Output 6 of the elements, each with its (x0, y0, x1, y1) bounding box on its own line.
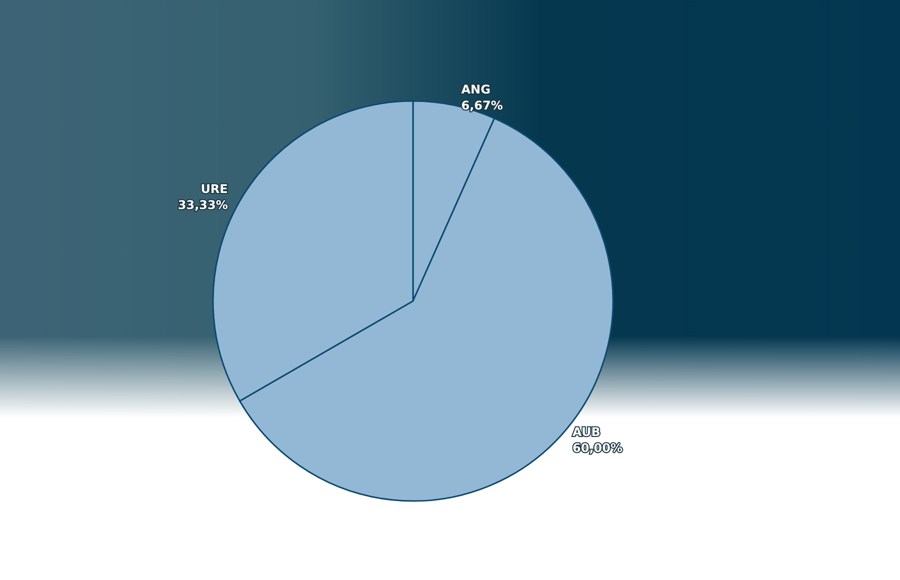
data-label: 33,33% (178, 198, 228, 212)
slice-label: AUB (572, 425, 600, 440)
slice-label: ANG (461, 82, 490, 97)
data-label: 6,67% (461, 98, 503, 113)
data-label: 60,00% (572, 441, 623, 456)
slice-label: URE (200, 182, 228, 196)
